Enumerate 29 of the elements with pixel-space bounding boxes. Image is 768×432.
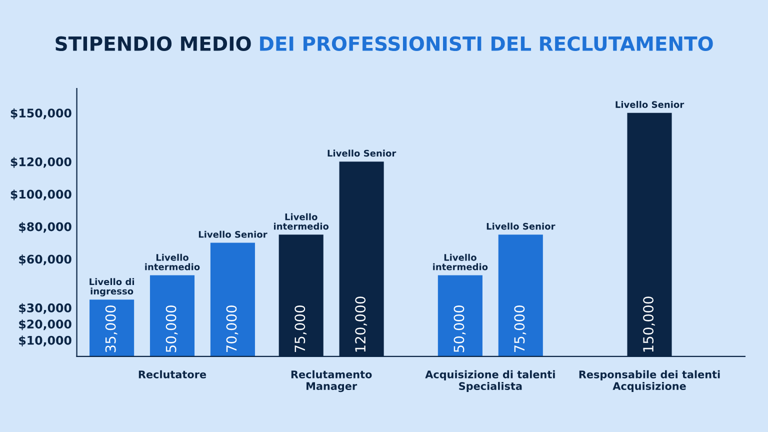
y-tick-label: $100,000 [10, 190, 72, 200]
text: Livello intermedio [433, 254, 488, 270]
x-tick-label: Reclutatore [138, 370, 206, 378]
text: Livello Senior [616, 100, 684, 108]
series-label: Livello intermedio [145, 254, 200, 270]
y-tick-label: $20,000 [19, 319, 72, 330]
series-label: Livello di ingresso [90, 278, 134, 296]
text: Livello intermedio [274, 213, 329, 230]
data-label: 75,000 [294, 306, 307, 352]
chart-title: STIPENDIO MEDIO DEI PROFESSIONISTI DEL RECLUTAMENTO [56, 36, 713, 51]
y-tick-label: $10,000 [19, 336, 72, 346]
data-label: 35,000 [105, 306, 118, 352]
y-tick-label: $60,000 [19, 254, 72, 266]
data-label: 70,000 [226, 306, 238, 352]
y-tick-label: $80,000 [19, 222, 72, 233]
y-tick-label: $150,000 [10, 108, 72, 120]
text: Livello Senior [486, 222, 556, 230]
data-label: 50,000 [454, 306, 466, 352]
data-label: 120,000 [355, 296, 368, 352]
x-tick-label: Responsabile dei talenti Acquisizione [579, 370, 720, 392]
y-tick-label: $30,000 [19, 303, 72, 314]
text: Livello Senior [198, 230, 268, 238]
x-tick-label: Acquisizione di talenti Specialista [425, 370, 555, 392]
series-label: Livello Senior [328, 150, 396, 157]
x-tick-label: Reclutamento Manager [291, 370, 372, 392]
data-label: 75,000 [514, 306, 526, 352]
y-tick-label: $120,000 [10, 157, 72, 168]
data-label: 150,000 [643, 296, 655, 352]
data-label: 50,000 [166, 306, 178, 352]
